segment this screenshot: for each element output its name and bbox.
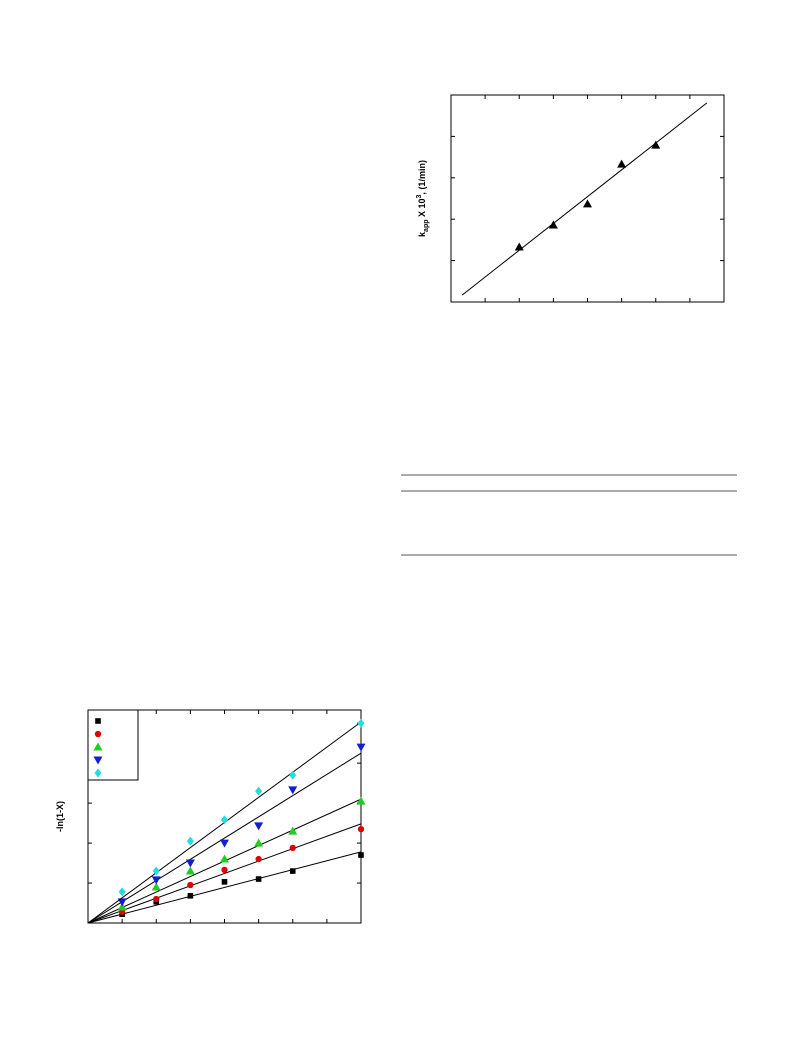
marker (95, 718, 101, 724)
marker (254, 838, 264, 847)
marker (548, 220, 558, 229)
marker (514, 242, 524, 251)
y-axis-label: -ln(1-X) (55, 801, 65, 832)
marker (255, 876, 262, 882)
y-axis-label-part: app (423, 219, 430, 231)
plot-frame (450, 94, 725, 303)
marker (255, 786, 263, 796)
y-axis-label: kapp X 103, (1/min) (416, 160, 430, 237)
marker (153, 895, 160, 903)
marker (221, 866, 228, 873)
marker (94, 730, 102, 738)
marker (357, 825, 365, 833)
marker (289, 868, 296, 874)
marker (288, 826, 298, 835)
marker (93, 742, 103, 751)
marker (118, 887, 126, 897)
marker (185, 859, 195, 868)
marker (617, 159, 627, 168)
y-axis-label-part: 3 (416, 194, 423, 198)
marker (220, 854, 229, 863)
marker (187, 893, 194, 899)
marker (356, 743, 366, 752)
fit-line (87, 823, 362, 924)
marker (221, 879, 228, 885)
marker (221, 815, 228, 825)
marker (255, 855, 262, 863)
y-axis-label-part: k (417, 231, 427, 237)
marker (651, 140, 661, 149)
marker (94, 768, 102, 778)
marker (152, 866, 160, 876)
marker (583, 199, 592, 208)
fit-line (87, 851, 362, 924)
fit-line (461, 102, 708, 296)
marker (187, 881, 194, 889)
marker (117, 898, 127, 907)
marker (254, 822, 264, 831)
marker (289, 844, 296, 852)
y-axis-label-part: , (1/min) (417, 160, 427, 195)
marker (117, 902, 127, 911)
marker (220, 839, 229, 848)
fit-line (87, 752, 362, 924)
marker (93, 756, 103, 765)
y-axis-label-part: X 10 (417, 198, 427, 219)
marker (288, 786, 298, 795)
marker (185, 866, 195, 875)
marker (151, 882, 161, 891)
marker (289, 770, 297, 780)
marker (356, 796, 366, 805)
marker (186, 836, 194, 846)
marker (357, 718, 365, 728)
marker (151, 876, 161, 885)
marker (358, 852, 364, 858)
